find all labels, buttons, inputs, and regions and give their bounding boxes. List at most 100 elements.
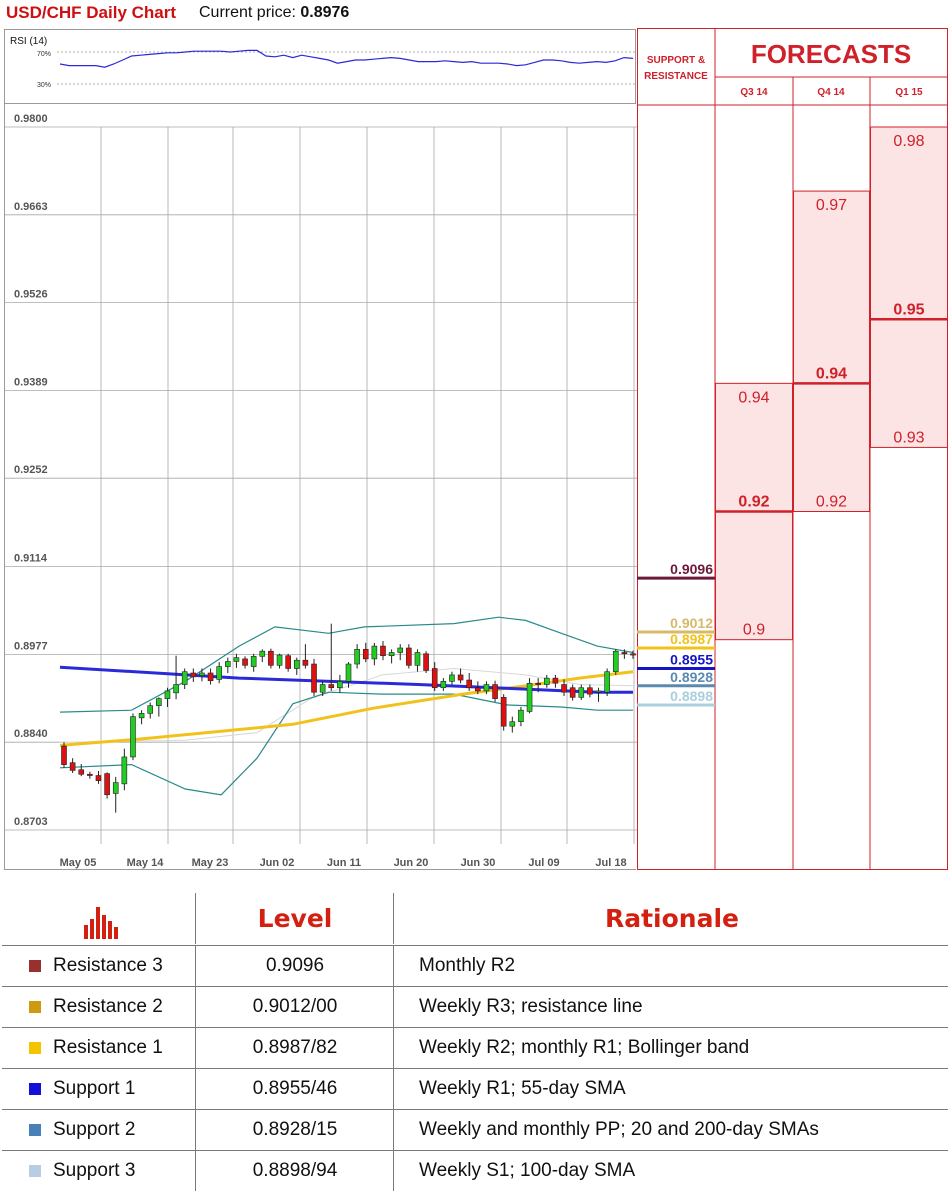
- candle-body: [406, 647, 412, 666]
- candle-body: [397, 647, 404, 653]
- x-tick-label: Jul 18: [595, 857, 626, 869]
- level-value: 0.8928/15: [195, 1110, 394, 1150]
- candle-body: [423, 653, 429, 671]
- sr-level-label: 0.8955: [670, 652, 713, 668]
- forecast-high-label: 0.98: [893, 133, 924, 150]
- x-tick-label: May 14: [127, 857, 165, 869]
- level-color-swatch: [29, 1042, 41, 1054]
- candle-body: [319, 684, 326, 693]
- candle-body: [95, 775, 102, 781]
- level-name-cell: Resistance 1: [2, 1028, 195, 1068]
- candle-body: [276, 654, 283, 666]
- candle-body: [569, 687, 576, 698]
- candle-body: [630, 653, 636, 656]
- level-value: 0.8898/94: [195, 1151, 394, 1191]
- table-row: Resistance 2 0.9012/00 Weekly R3; resistan…: [2, 986, 948, 1027]
- level-color-swatch: [29, 1083, 41, 1095]
- table-row: Support 1 0.8955/46 Weekly R1; 55-day SMA: [2, 1068, 948, 1109]
- x-tick-label: Jun 11: [327, 857, 361, 869]
- chart-title: USD/CHF Daily Chart: [6, 3, 177, 22]
- candle-body: [104, 773, 110, 796]
- forecast-panel: SUPPORT & RESISTANCE FORECASTS Q3 14 Q4 …: [637, 28, 948, 870]
- level-rationale: Weekly R3; resistance line: [393, 987, 948, 1027]
- forecast-high-label: 0.94: [738, 389, 769, 406]
- candle-body: [604, 671, 610, 693]
- rsi-plot: RSI (14) 70% 30%: [10, 36, 637, 89]
- bollinger-lower-line: [59, 691, 633, 796]
- candle-body: [526, 682, 533, 712]
- forecast-svg: SUPPORT & RESISTANCE FORECASTS Q3 14 Q4 …: [637, 28, 948, 870]
- rsi-line: [59, 49, 634, 68]
- current-price-label: Current price:: [199, 4, 296, 21]
- x-tick-label: May 05: [60, 857, 97, 869]
- candle-body: [595, 690, 602, 693]
- rsi-panel: RSI (14) 70% 30%: [4, 29, 637, 104]
- level-rationale: Weekly and monthly PP; 20 and 200-day SM…: [393, 1110, 948, 1150]
- sr-level-label: 0.9012: [670, 615, 713, 631]
- candle-body: [78, 769, 85, 775]
- y-tick-label: 0.9114: [14, 553, 48, 565]
- candle-body: [302, 659, 309, 666]
- rsi-30-label: 30%: [37, 82, 51, 89]
- forecast-high-label: 0.97: [816, 197, 847, 214]
- forecast-median-label: 0.92: [738, 494, 769, 511]
- candle-body: [345, 663, 352, 682]
- q3-label: Q3 14: [740, 87, 768, 98]
- x-tick-label: May 23: [192, 857, 229, 869]
- candle-body: [138, 713, 145, 719]
- candle-body: [216, 666, 222, 680]
- level-rationale: Monthly R2: [393, 946, 948, 986]
- candle-body: [337, 681, 343, 689]
- candle-body: [121, 756, 128, 785]
- candle-body: [147, 705, 154, 714]
- table-row: Support 3 0.8898/94 Weekly S1; 100-day SMA: [2, 1150, 948, 1191]
- x-tick-label: Jun 20: [394, 857, 429, 869]
- candle-body: [164, 690, 171, 699]
- candle-body: [242, 658, 248, 666]
- x-tick-label: Jul 09: [528, 857, 559, 869]
- bar-chart-icon: [84, 907, 118, 939]
- candle-body: [621, 652, 628, 655]
- candle-body: [199, 672, 205, 676]
- q1-label: Q1 15: [895, 87, 923, 98]
- candle-body: [388, 652, 395, 656]
- level-name: Resistance 1: [53, 1037, 163, 1058]
- sr-level-label: 0.8898: [670, 688, 713, 704]
- candle-body: [181, 671, 188, 685]
- rationale-column-header: Rationale: [393, 893, 950, 944]
- candle-body: [561, 684, 567, 693]
- candle-body: [354, 648, 360, 665]
- level-name: Support 1: [53, 1078, 136, 1099]
- level-value: 0.9096: [195, 946, 394, 986]
- level-color-swatch: [29, 960, 41, 972]
- candle-body: [535, 682, 541, 685]
- y-tick-label: 0.9663: [14, 201, 48, 213]
- y-tick-label: 0.8703: [14, 816, 48, 828]
- y-tick-label: 0.9252: [14, 464, 48, 476]
- candle-body: [328, 684, 335, 689]
- sr-header-line1: SUPPORT &: [647, 55, 705, 66]
- candle-body: [112, 782, 119, 794]
- level-rationale: Weekly S1; 100-day SMA: [393, 1151, 948, 1191]
- candle-body: [475, 687, 481, 692]
- forecast-low-label: 0.92: [816, 494, 847, 511]
- level-name: Support 2: [53, 1119, 136, 1140]
- forecast-median-label: 0.94: [816, 365, 847, 382]
- candle-body: [173, 684, 179, 694]
- candle-body: [130, 716, 136, 758]
- y-tick-label: 0.8977: [14, 640, 48, 652]
- current-price: Current price: 0.8976: [199, 4, 349, 22]
- level-color-swatch: [29, 1124, 41, 1136]
- candle-body: [431, 668, 438, 689]
- candle-body: [69, 762, 76, 771]
- level-name-cell: Resistance 2: [2, 987, 195, 1027]
- level-name-cell: Resistance 3: [2, 946, 195, 986]
- level-name: Support 3: [53, 1160, 136, 1181]
- candle-body: [61, 745, 67, 765]
- x-tick-label: Jun 30: [461, 857, 496, 869]
- y-tick-label: 0.8840: [14, 728, 48, 740]
- sr-level-label: 0.8928: [670, 669, 713, 685]
- chart-header: USD/CHF Daily Chart Current price: 0.897…: [0, 0, 640, 28]
- candle-body: [578, 687, 585, 698]
- sr-level-label: 0.8987: [670, 631, 713, 647]
